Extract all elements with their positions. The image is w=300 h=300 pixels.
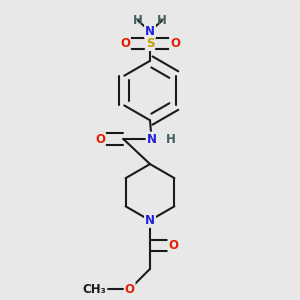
Text: N: N xyxy=(145,25,155,38)
Text: O: O xyxy=(170,37,180,50)
Text: O: O xyxy=(120,37,130,50)
Text: H: H xyxy=(157,14,167,27)
Text: O: O xyxy=(169,239,178,252)
Text: H: H xyxy=(133,14,143,27)
Text: O: O xyxy=(125,283,135,296)
Text: S: S xyxy=(146,37,154,50)
Text: N: N xyxy=(145,214,155,227)
Text: CH₃: CH₃ xyxy=(82,283,106,296)
Text: H: H xyxy=(165,133,175,146)
Text: N: N xyxy=(147,133,157,146)
Text: O: O xyxy=(95,133,105,146)
